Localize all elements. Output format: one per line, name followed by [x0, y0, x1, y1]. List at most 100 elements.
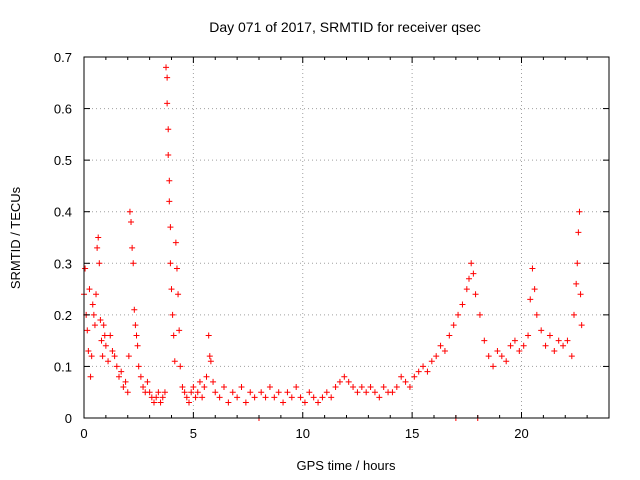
data-point	[87, 373, 94, 380]
data-point	[203, 373, 210, 380]
data-point	[221, 384, 227, 391]
data-point	[358, 384, 365, 391]
data-point	[398, 373, 405, 380]
data-point	[476, 311, 483, 318]
data-point	[166, 177, 173, 184]
data-point	[376, 394, 383, 401]
data-point	[116, 373, 122, 380]
data-point	[140, 384, 147, 391]
data-point	[389, 389, 396, 396]
data-point	[306, 389, 313, 396]
data-point	[157, 399, 164, 406]
data-point	[125, 353, 132, 360]
data-point	[463, 286, 470, 293]
data-point	[167, 260, 174, 267]
data-point	[280, 399, 287, 406]
data-point	[564, 337, 571, 344]
data-point	[120, 384, 127, 391]
data-point	[266, 384, 273, 391]
x-tick-label: 10	[296, 426, 310, 441]
data-point	[164, 74, 171, 81]
data-point	[242, 399, 249, 406]
data-point	[247, 389, 254, 396]
data-point	[89, 301, 96, 308]
data-point	[393, 384, 400, 391]
data-point	[196, 378, 203, 385]
data-point	[201, 384, 208, 391]
data-point	[494, 347, 501, 354]
data-point	[212, 389, 219, 396]
data-point	[146, 389, 153, 396]
data-point	[113, 363, 120, 370]
data-point	[82, 265, 89, 272]
data-point	[94, 244, 101, 251]
data-point	[323, 389, 330, 396]
data-point	[96, 260, 103, 267]
data-point	[568, 353, 575, 360]
y-tick-label: 0.5	[54, 153, 72, 168]
data-point	[576, 208, 583, 215]
y-tick-label: 0.7	[54, 50, 72, 65]
data-point	[172, 239, 179, 246]
data-point	[511, 337, 518, 344]
data-point	[128, 219, 135, 226]
data-point	[546, 332, 553, 339]
data-point	[91, 322, 98, 329]
data-point	[192, 394, 199, 401]
data-point	[428, 358, 435, 365]
data-point	[84, 327, 91, 334]
data-point	[507, 342, 514, 349]
data-point	[97, 317, 104, 324]
data-point	[527, 296, 534, 303]
data-point	[216, 394, 223, 401]
data-point	[144, 378, 151, 385]
data-point	[173, 265, 180, 272]
data-point	[153, 394, 160, 401]
data-point	[165, 126, 172, 133]
data-point	[571, 311, 577, 318]
data-point	[165, 151, 172, 158]
data-point	[332, 384, 339, 391]
data-point	[170, 332, 177, 339]
data-point	[167, 224, 174, 231]
y-tick-label: 0.2	[54, 308, 72, 323]
data-point	[234, 394, 241, 401]
data-point	[466, 275, 472, 282]
data-point	[111, 353, 118, 360]
data-point	[341, 373, 348, 380]
data-point	[181, 389, 188, 396]
data-point	[93, 291, 100, 298]
data-point	[155, 389, 162, 396]
data-point	[251, 394, 258, 401]
data-point	[206, 353, 213, 360]
data-point	[485, 353, 492, 360]
data-point	[551, 347, 558, 354]
data-point	[100, 322, 107, 329]
x-tick-label: 15	[405, 426, 419, 441]
data-point	[533, 311, 540, 318]
data-point	[481, 337, 488, 344]
data-point	[238, 384, 245, 391]
data-point	[163, 64, 170, 71]
data-point	[345, 378, 352, 385]
data-point	[402, 378, 409, 385]
data-point	[542, 342, 549, 349]
data-point	[131, 306, 138, 313]
data-point	[183, 394, 190, 401]
data-point	[126, 208, 133, 215]
data-point	[301, 399, 308, 406]
x-tick-label: 20	[514, 426, 528, 441]
y-tick-label: 0.6	[54, 102, 72, 117]
data-point	[134, 342, 141, 349]
data-point	[328, 394, 335, 401]
axis-ticks	[83, 56, 609, 419]
data-point	[470, 270, 477, 277]
data-point	[169, 311, 176, 318]
data-point	[420, 363, 427, 370]
data-point	[88, 353, 95, 360]
data-point	[271, 394, 278, 401]
data-point	[229, 389, 236, 396]
x-tick-label: 5	[190, 426, 197, 441]
tick-labels: 0 5 10 15 20 0 0.1 0.2 0.3 0.4 0.5 0.6 0.7	[54, 50, 529, 441]
